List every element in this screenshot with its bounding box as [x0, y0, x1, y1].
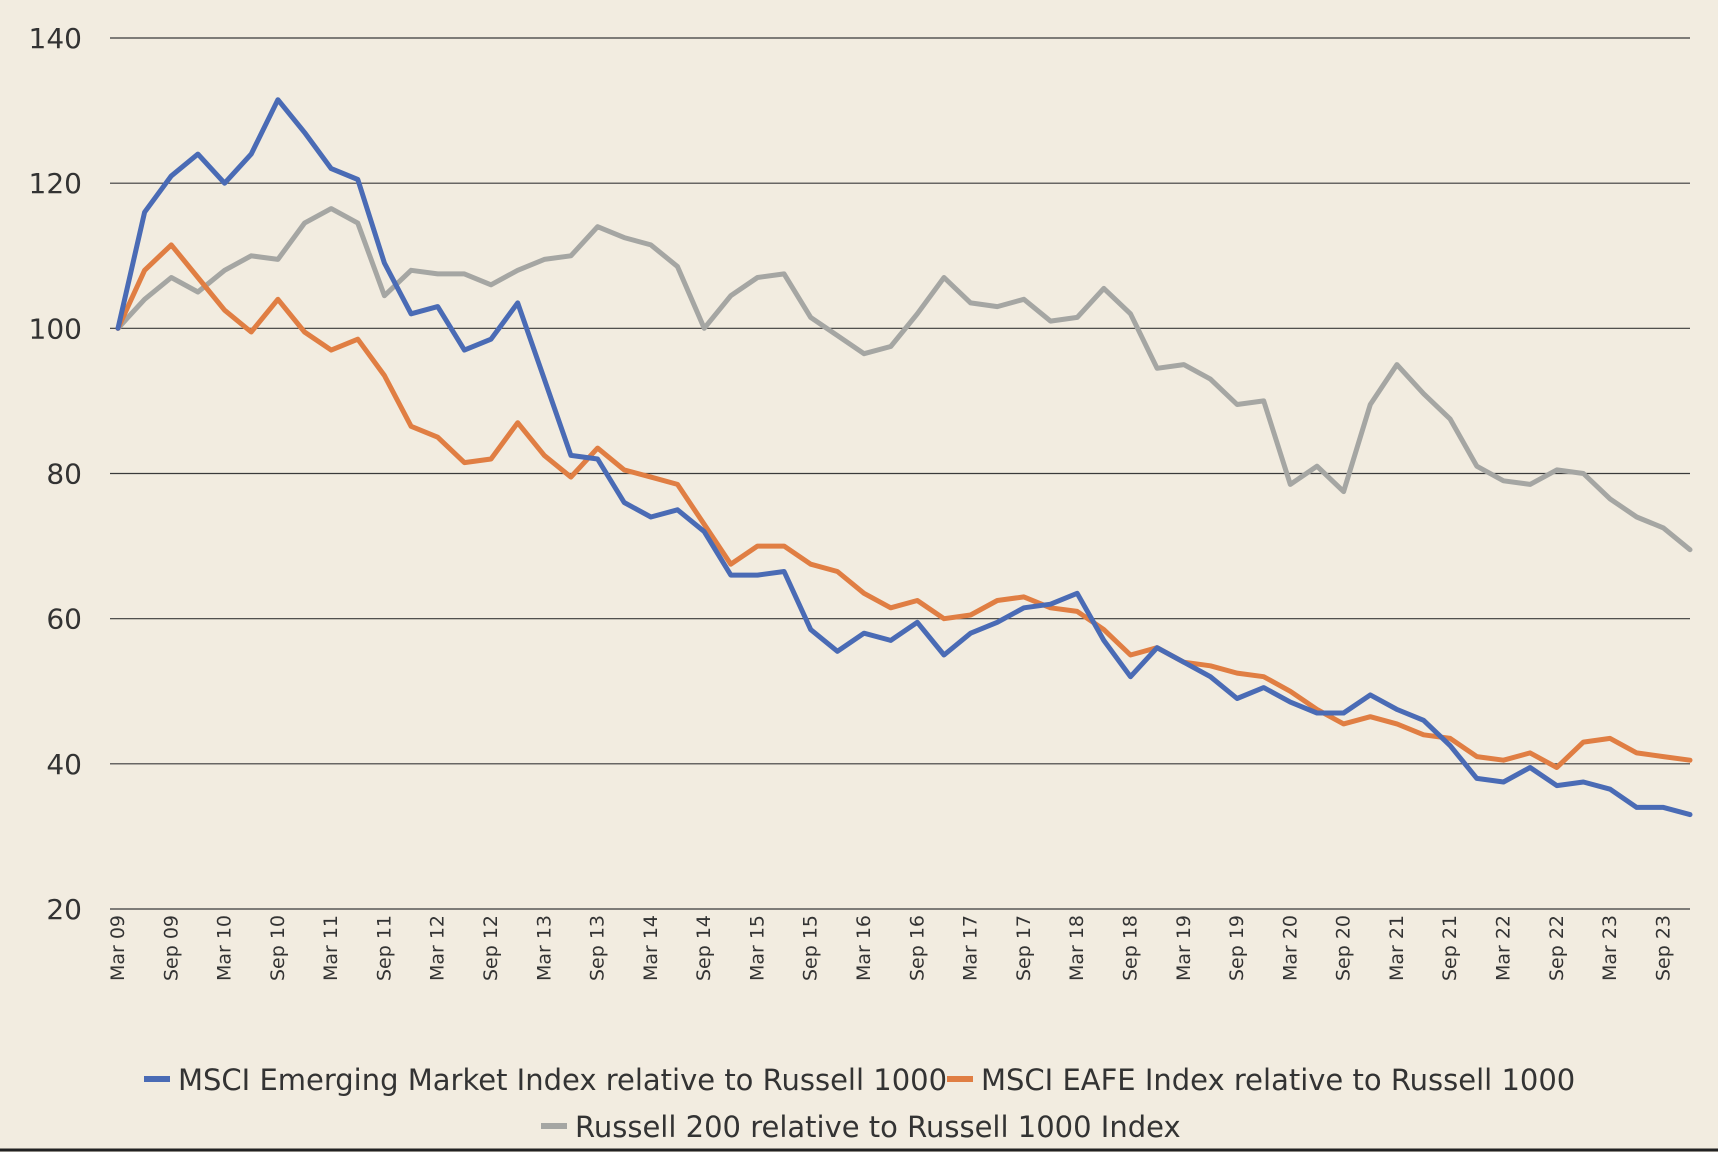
x-tick-label: Mar 11	[320, 915, 342, 981]
x-tick-label: Sep 19	[1226, 915, 1248, 981]
legend-label-1: MSCI EAFE Index relative to Russell 1000	[981, 1063, 1575, 1097]
x-tick-label: Sep 22	[1546, 915, 1568, 981]
x-tick-label: Mar 23	[1599, 915, 1621, 981]
grid-lines	[110, 37, 1690, 910]
x-tick-label: Sep 14	[693, 915, 715, 981]
series-lines	[115, 97, 1693, 818]
x-tick-label: Mar 16	[853, 915, 875, 981]
x-tick-label: Sep 11	[373, 915, 395, 981]
x-tick-label: Mar 10	[214, 915, 236, 981]
x-tick-label: Sep 20	[1333, 915, 1355, 981]
x-tick-label: Mar 09	[107, 915, 129, 981]
x-tick-label: Sep 13	[587, 915, 609, 981]
x-tick-label: Mar 21	[1386, 915, 1408, 981]
y-tick-label: 80	[46, 458, 82, 491]
x-tick-label: Sep 09	[160, 915, 182, 981]
series-line-2	[115, 206, 1693, 553]
x-tick-label: Mar 20	[1279, 915, 1301, 981]
x-tick-label: Mar 13	[533, 915, 555, 981]
y-tick-label: 40	[46, 748, 82, 781]
y-tick-label: 120	[29, 167, 82, 200]
series-line-0	[115, 97, 1693, 818]
x-tick-label: Sep 18	[1119, 915, 1141, 981]
y-tick-label: 60	[46, 603, 82, 636]
x-tick-label: Sep 16	[906, 915, 928, 981]
x-tick-label: Sep 10	[267, 915, 289, 981]
y-axis: 20 40 60 80 100 120 140	[29, 22, 82, 926]
x-tick-label: Sep 17	[1013, 915, 1035, 981]
legend-label-2: Russell 200 relative to Russell 1000 Ind…	[575, 1110, 1181, 1144]
x-tick-label: Sep 15	[800, 915, 822, 981]
legend: MSCI Emerging Market Index relative to R…	[144, 1063, 1575, 1144]
x-tick-label: Mar 14	[640, 915, 662, 981]
y-tick-label: 20	[46, 893, 82, 926]
x-tick-label: Mar 18	[1066, 915, 1088, 981]
x-tick-label: Sep 21	[1439, 915, 1461, 981]
x-tick-label: Mar 17	[960, 915, 982, 981]
x-tick-label: Sep 23	[1652, 915, 1674, 981]
x-tick-label: Mar 22	[1492, 915, 1514, 981]
x-tick-label: Sep 12	[480, 915, 502, 981]
y-tick-label: 140	[29, 22, 82, 55]
x-axis: Mar 09 Sep 09 Mar 10 Sep 10 Mar 11 Sep 11 Mar …	[107, 915, 1674, 981]
series-line-1	[115, 242, 1693, 770]
x-tick-label: Mar 12	[427, 915, 449, 981]
legend-label-0: MSCI Emerging Market Index relative to R…	[178, 1063, 947, 1097]
x-tick-label: Mar 15	[746, 915, 768, 981]
x-tick-label: Mar 19	[1173, 915, 1195, 981]
y-tick-label: 100	[29, 312, 82, 345]
